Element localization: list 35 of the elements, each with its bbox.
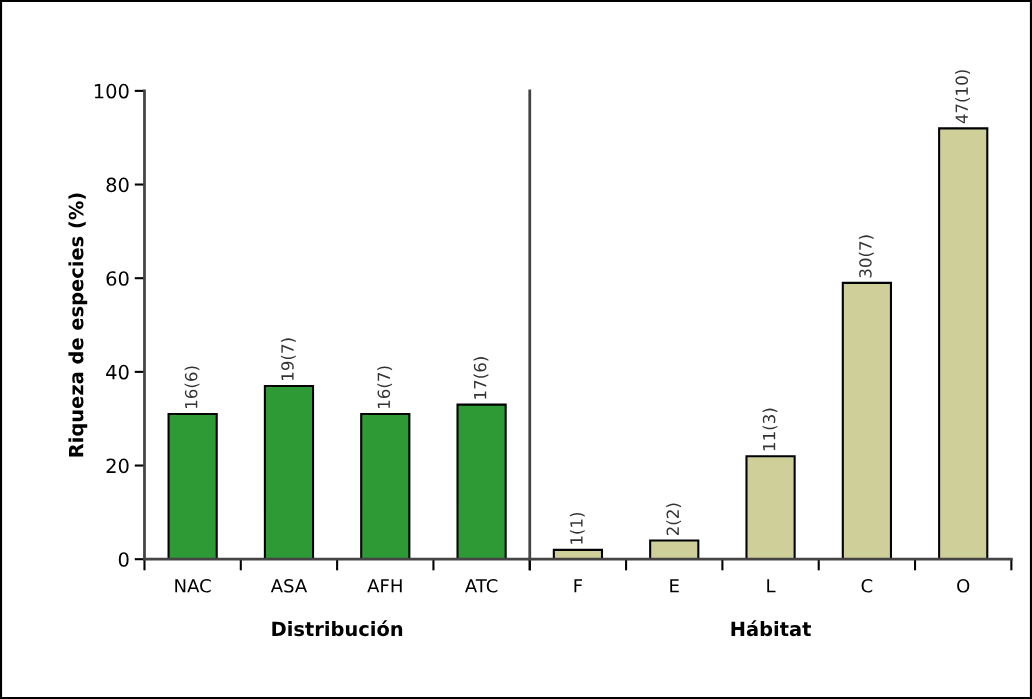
bar (456, 403, 507, 560)
annotation: 30(7) (858, 235, 874, 278)
x-axis-title: Distribución (272, 620, 403, 637)
annotation: 47(10) (955, 70, 970, 124)
annotation: 16(7) (377, 366, 393, 409)
y-tick-label: 40 (106, 364, 129, 380)
bar (649, 539, 700, 560)
bar (263, 384, 315, 560)
y-tick-label: 60 (106, 271, 129, 286)
annotation: 11(3) (762, 408, 778, 451)
bar (167, 412, 218, 560)
bar (841, 281, 892, 560)
y-tick-label: 0 (118, 552, 129, 567)
annotation: 19(7) (280, 338, 296, 380)
x-tick-label: O (957, 578, 970, 593)
annotation: 16(6) (184, 366, 200, 409)
y-tick-label: 80 (106, 177, 129, 193)
x-tick-label: F (574, 579, 583, 593)
x-tick-label: AFH (367, 579, 402, 593)
bar (938, 127, 989, 560)
y-axis-title: Riqueza de especies (%) (68, 193, 88, 457)
annotation: 17(6) (473, 357, 489, 399)
x-tick-label: L (767, 579, 776, 593)
annotation: 2(2) (666, 503, 682, 536)
x-tick-label: ATC (464, 578, 498, 593)
y-tick-label: 20 (106, 458, 129, 474)
x-axis-title: Hábitat (731, 620, 811, 637)
x-tick-label: C (861, 578, 873, 593)
x-tick-label: E (670, 579, 679, 593)
annotation: 1(1) (569, 512, 585, 544)
y-tick-label: 100 (94, 83, 129, 99)
bar (360, 412, 411, 560)
x-tick-label: NAC (175, 578, 211, 593)
bar (745, 455, 796, 560)
x-tick-label: ASA (270, 578, 308, 593)
